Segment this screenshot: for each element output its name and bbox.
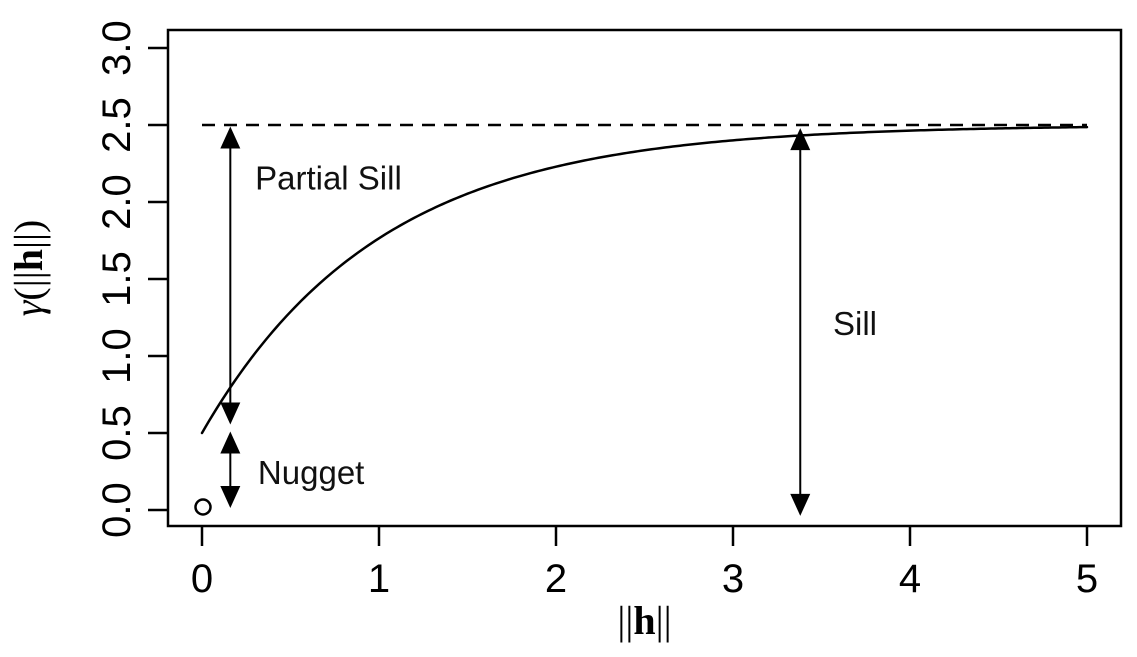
arrowhead-down-nugget [220,485,241,508]
y-tick-label: 0.0 [95,482,139,538]
plot-box [166,28,1123,528]
y-tick-label: 3.0 [95,20,139,76]
arrowhead-up-nugget [220,431,241,454]
x-tick-label: 2 [545,557,567,601]
x-tick-label: 1 [368,557,390,601]
annotation-label-sill: Sill [833,305,877,342]
arrowhead-down-partial-sill [220,402,241,425]
y-tick-label: 1.5 [95,251,139,307]
y-tick-label: 2.0 [95,174,139,230]
x-tick-label: 4 [899,557,921,601]
y-tick-label: 1.0 [95,328,139,384]
x-tick-label: 3 [722,557,744,601]
variogram-curve [200,125,1089,435]
arrowhead-down-sill [790,493,811,516]
y-tick-label: 2.5 [95,97,139,153]
x-tick-label: 5 [1076,557,1098,601]
annotation-partial-sill: Partial Sill [220,126,402,425]
annotation-label-nugget: Nugget [258,454,364,491]
x-tick-label: 0 [191,557,213,601]
annotation-label-partial-sill: Partial Sill [255,159,402,196]
annotation-sill: Sill [790,128,877,516]
arrowhead-up-sill [790,128,811,151]
y-tick-label: 0.5 [95,405,139,461]
annotation-nugget: Nugget [220,431,364,508]
y-axis-label: γ(||h||) [6,220,51,317]
arrowhead-up-partial-sill [220,126,241,149]
x-axis-label: ||h|| [617,598,671,643]
origin-point [194,498,212,516]
